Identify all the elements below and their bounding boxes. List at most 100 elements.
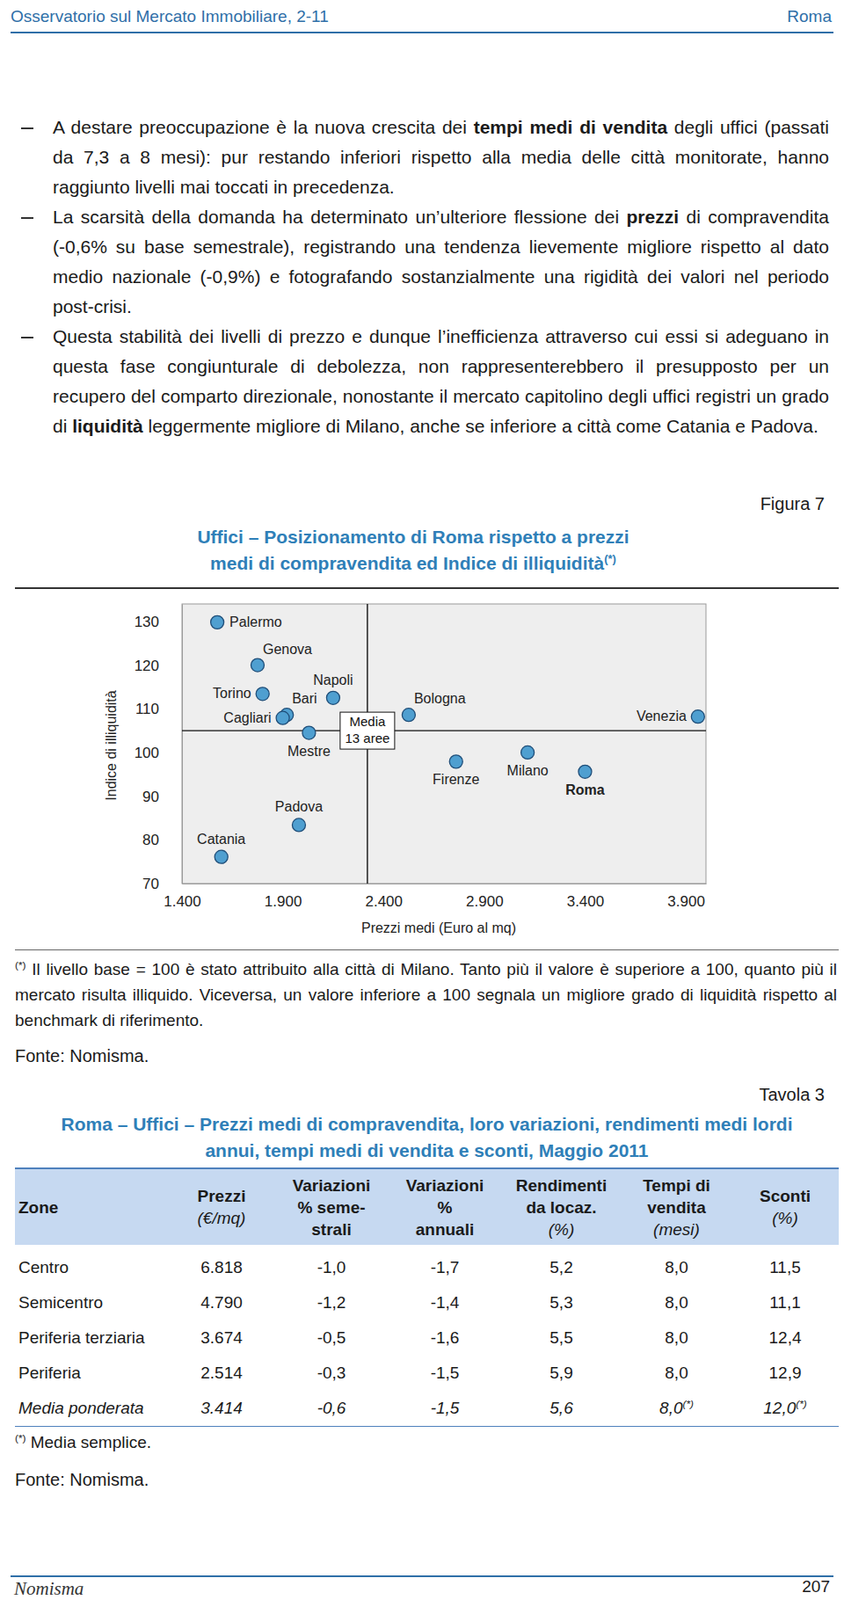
- point-label: Roma: [565, 782, 605, 798]
- table-cell: -1,2: [274, 1285, 389, 1321]
- x-axis: 1.400 1.900 2.400 2.900 3.400 3.900: [163, 883, 706, 910]
- y-tick: 80: [142, 831, 182, 849]
- y-axis-line: [181, 604, 183, 885]
- x-tick-label: 2.400: [364, 893, 403, 910]
- header-cell: Rendimentida locaz.(%): [501, 1168, 622, 1245]
- bullet-paragraph: A destare preoccupazione è la nuova cres…: [15, 112, 830, 203]
- table-cell: -0,5: [274, 1320, 389, 1356]
- header-cell: Tempi divendita(mesi): [621, 1168, 732, 1245]
- row-label: Periferia: [14, 1355, 169, 1391]
- x-tick-label: 1.900: [264, 893, 303, 910]
- table-cell: 12,4: [731, 1320, 839, 1356]
- title-text: Uffici – Posizionamento di Roma rispetto…: [196, 526, 629, 547]
- bold-text: prezzi: [626, 206, 680, 227]
- point: [521, 745, 535, 759]
- footer-brand: Nomisma: [14, 1578, 84, 1600]
- table-cell: -1,4: [388, 1285, 502, 1321]
- bullet-list: A destare preoccupazione è la nuova cres…: [15, 112, 830, 442]
- header-line: (mesi): [625, 1218, 728, 1241]
- table-cell: 8,0(*): [621, 1390, 732, 1427]
- table-cell: -1,0: [274, 1250, 389, 1286]
- figure-source: Fonte: Nomisma.: [14, 1046, 149, 1067]
- point-label: Bari: [291, 691, 317, 706]
- header-line: % seme-: [277, 1196, 386, 1219]
- figure-top-rule: [14, 587, 839, 590]
- point: [250, 658, 264, 672]
- header-line: Prezzi: [172, 1185, 271, 1208]
- table-cell: 12,0(*): [731, 1390, 839, 1427]
- header-line: %: [392, 1196, 498, 1219]
- table-cell: 12,9: [731, 1355, 839, 1391]
- footnote-mark: (*): [14, 959, 26, 971]
- cell-note: (*): [795, 1397, 807, 1410]
- header-right: Roma: [786, 7, 832, 27]
- y-tick: 130: [134, 613, 182, 631]
- table-cell: 5,2: [501, 1250, 622, 1286]
- title-text: medi di compravendita ed Indice di illiq…: [210, 552, 604, 574]
- table-cell: -1,6: [388, 1320, 502, 1356]
- table-cell: 11,5: [731, 1250, 839, 1286]
- table-row: Media ponderata3.414-0,6-1,55,68,0(*)12,…: [14, 1390, 839, 1427]
- space: [25, 1433, 30, 1452]
- header-cell: Variazioni% seme-strali: [274, 1168, 389, 1245]
- figure-label: Figura 7: [760, 494, 825, 515]
- y-axis-title: Indice di illiquidità: [103, 690, 119, 801]
- header-cell: Zone: [14, 1168, 169, 1245]
- table-note-text: Media semplice.: [30, 1433, 152, 1452]
- point: [578, 764, 592, 779]
- header-left: Osservatorio sul Mercato Immobiliare, 2-…: [10, 7, 329, 27]
- header-line: (%): [734, 1207, 836, 1230]
- point-label: Bologna: [414, 691, 466, 706]
- point-label: Genova: [262, 641, 313, 657]
- header-line: strali: [277, 1218, 386, 1241]
- x-axis-title: Prezzi medi (Euro al mq): [361, 920, 517, 936]
- table-cell: 4.790: [168, 1285, 275, 1321]
- header-cell: Variazioni%annuali: [388, 1168, 502, 1245]
- figure-bottom-rule: [14, 949, 839, 951]
- y-axis: 708090100110120130: [134, 604, 183, 893]
- x-tick: 2.900: [465, 883, 504, 910]
- y-tick-label: 90: [142, 788, 160, 806]
- text: La scarsità della domanda ha determinato…: [52, 206, 627, 227]
- point: [291, 818, 306, 832]
- point: [449, 755, 463, 769]
- table-cell: -1,5: [388, 1355, 502, 1391]
- header-line: vendita: [625, 1196, 728, 1219]
- bullet-dash: [21, 217, 34, 219]
- title-note: (*): [603, 552, 617, 566]
- point-label: Milano: [507, 763, 549, 779]
- table-title: Roma – Uffici – Prezzi medi di compraven…: [14, 1111, 839, 1165]
- table-cell: -1,7: [388, 1250, 502, 1286]
- x-tick-label: 3.900: [667, 893, 706, 910]
- y-tick: 90: [142, 788, 182, 806]
- text: A destare preoccupazione è la nuova cres…: [52, 116, 474, 138]
- cell-note: (*): [683, 1397, 694, 1410]
- table-row: Periferia terziaria3.674-0,5-1,65,58,012…: [14, 1320, 839, 1356]
- cell-text: 8,0: [659, 1398, 683, 1418]
- table-title-line: annui, tempi medi di vendita e sconti, M…: [14, 1137, 839, 1165]
- point: [276, 711, 290, 725]
- reference-line-y: [181, 729, 706, 731]
- y-tick-label: 80: [142, 831, 160, 849]
- y-tick-label: 120: [134, 657, 160, 675]
- table-note: (*) Media semplice.: [14, 1433, 152, 1453]
- point-label: Firenze: [432, 771, 480, 787]
- header-line: da locaz.: [504, 1196, 619, 1219]
- x-tick: 3.900: [667, 883, 706, 910]
- x-tick: 1.400: [163, 883, 202, 910]
- x-tick-label: 3.400: [567, 893, 605, 910]
- table-cell: 5,3: [501, 1285, 622, 1321]
- header-line: (€/mq): [172, 1207, 271, 1230]
- cell-text: 12,0: [763, 1398, 796, 1418]
- bold-text: tempi medi di vendita: [473, 116, 668, 138]
- x-tick: 2.400: [364, 883, 403, 910]
- header-line: Sconti: [734, 1185, 836, 1208]
- point-label: Venezia: [636, 708, 687, 724]
- plot-marks: [181, 603, 706, 884]
- point: [214, 850, 228, 864]
- header-line: Variazioni: [392, 1174, 498, 1197]
- space: [25, 960, 32, 979]
- table-cell: 3.414: [168, 1390, 275, 1427]
- data-table: ZonePrezzi(€/mq)Variazioni% seme-straliV…: [14, 1167, 839, 1427]
- point-label: Mestre: [287, 743, 331, 759]
